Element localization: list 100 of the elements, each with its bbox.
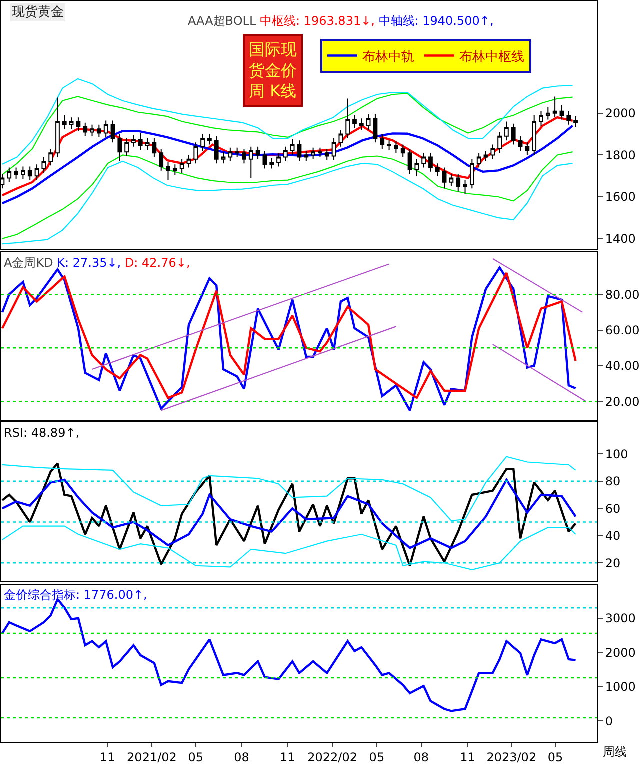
- candlestick: [172, 164, 178, 176]
- y-tick-label: 1800: [605, 148, 636, 162]
- candlestick: [180, 158, 184, 174]
- candlestick: [256, 146, 260, 160]
- candlestick: [14, 167, 18, 180]
- candlestick: [476, 152, 482, 168]
- candlestick: [304, 150, 309, 162]
- legend-label: 布林中枢线: [459, 50, 524, 65]
- x-tick-label: 11: [100, 750, 116, 764]
- candlestick: [525, 142, 530, 156]
- candlestick: [242, 148, 246, 164]
- x-tick-label: 11: [280, 750, 296, 764]
- candlestick: [124, 138, 129, 157]
- candlestick: [470, 158, 474, 190]
- line-series: [2, 526, 576, 571]
- annotation: 金价综合指标: 1776.00↑,: [4, 588, 148, 602]
- candlestick: [214, 136, 219, 164]
- x-tick-label: 05: [369, 750, 385, 764]
- x-axis-title: 周线: [603, 745, 627, 759]
- candlestick: [456, 174, 461, 192]
- candlestick: [359, 118, 364, 131]
- candlestick: [463, 180, 468, 194]
- x-tick-label: 08: [234, 750, 250, 764]
- chart-title: 现货黄金: [12, 5, 64, 20]
- candlestick: [62, 115, 67, 130]
- x-tick-label: 05: [548, 750, 564, 764]
- y-tick-label: 2000: [605, 106, 636, 121]
- x-tick-label: 11: [460, 750, 476, 764]
- candlestick: [104, 120, 108, 138]
- candlestick: [504, 121, 509, 142]
- candlestick: [297, 140, 302, 162]
- candlestick: [34, 164, 40, 181]
- y-tick-label: 80.00: [605, 288, 640, 302]
- candlestick: [200, 134, 205, 152]
- candlestick: [159, 148, 164, 172]
- candlestick: [270, 158, 274, 170]
- candlestick: [262, 150, 268, 170]
- candlestick: [21, 166, 26, 180]
- candlestick: [42, 156, 46, 174]
- candlestick: [532, 115, 537, 156]
- y-tick-label: 60: [605, 502, 621, 516]
- y-tick-label: 60.00: [605, 323, 640, 338]
- candlestick: [48, 148, 54, 166]
- candlestick: [208, 134, 212, 146]
- candlestick: [546, 106, 550, 120]
- candlestick: [283, 146, 288, 162]
- candlestick: [96, 124, 102, 138]
- candlestick: [132, 134, 136, 148]
- candlestick: [428, 152, 433, 172]
- candlestick: [228, 147, 233, 162]
- candlestick: [138, 132, 143, 150]
- candlestick: [56, 97, 60, 158]
- candlestick: [373, 114, 378, 144]
- y-tick-label: 100: [605, 447, 628, 462]
- x-tick-label: 2021/02: [127, 750, 177, 764]
- x-tick-label: 2023/02: [486, 750, 537, 764]
- candlestick: [69, 117, 74, 130]
- candlestick: [352, 115, 357, 129]
- candlestick: [442, 167, 447, 190]
- candlestick: [408, 148, 412, 175]
- candlestick: [332, 138, 336, 161]
- annotation: D: 42.76↓,: [124, 256, 190, 270]
- candlestick: [346, 98, 350, 139]
- candlestick: [380, 134, 385, 150]
- y-tick-label: 0: [605, 714, 614, 728]
- candlestick: [449, 174, 454, 188]
- y-tick-label: 2000: [605, 646, 636, 660]
- y-tick-label: 80: [605, 474, 621, 489]
- annotation: 中枢线: 1963.831↓,: [260, 14, 375, 28]
- annotation: K: 27.35↓,: [57, 256, 122, 270]
- candlestick: [186, 154, 192, 168]
- candlestick: [118, 134, 122, 162]
- candlestick: [248, 146, 254, 179]
- line-series: [2, 78, 574, 165]
- candlestick: [387, 140, 392, 150]
- legend-label: 布林中轨: [362, 50, 414, 65]
- y-tick-label: 3000: [605, 612, 636, 626]
- candlestick: [7, 167, 12, 183]
- y-tick-label: 20: [605, 556, 621, 570]
- y-tick-label: 40.00: [605, 359, 640, 374]
- line-series: [1, 116, 574, 197]
- candlestick: [435, 163, 440, 177]
- text: AAA超BOLL: [188, 14, 256, 28]
- candlestick: [400, 144, 406, 158]
- candlestick: [324, 148, 330, 161]
- candlestick: [338, 130, 344, 148]
- candlestick: [110, 120, 116, 144]
- candlestick: [28, 166, 32, 181]
- y-tick-label: 1600: [605, 190, 636, 204]
- candlestick: [152, 138, 157, 158]
- line-series: [2, 160, 574, 245]
- candlestick: [490, 144, 496, 160]
- candlestick: [566, 110, 572, 126]
- x-tick-label: 08: [414, 750, 429, 764]
- line-series: [1, 478, 577, 550]
- candlestick: [552, 96, 558, 118]
- candlestick: [235, 147, 240, 158]
- candlestick: [498, 132, 502, 154]
- candlestick: [574, 116, 578, 128]
- candlestick: [311, 147, 316, 160]
